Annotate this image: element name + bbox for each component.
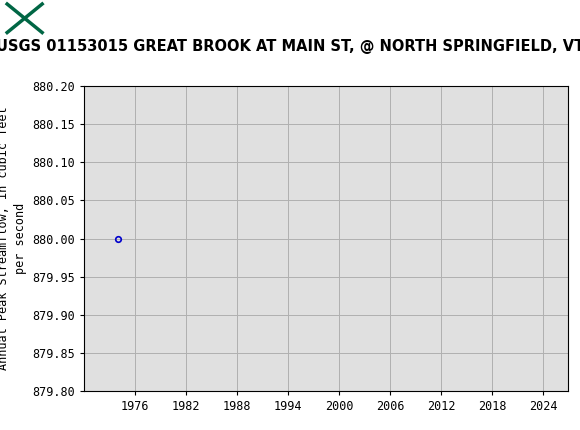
Y-axis label: Annual Peak Streamflow, in cubic feet
per second: Annual Peak Streamflow, in cubic feet pe… — [0, 107, 27, 371]
Text: USGS: USGS — [52, 9, 112, 28]
Bar — [6, 3, 44, 34]
Text: USGS 01153015 GREAT BROOK AT MAIN ST, @ NORTH SPRINGFIELD, VT: USGS 01153015 GREAT BROOK AT MAIN ST, @ … — [0, 39, 580, 54]
